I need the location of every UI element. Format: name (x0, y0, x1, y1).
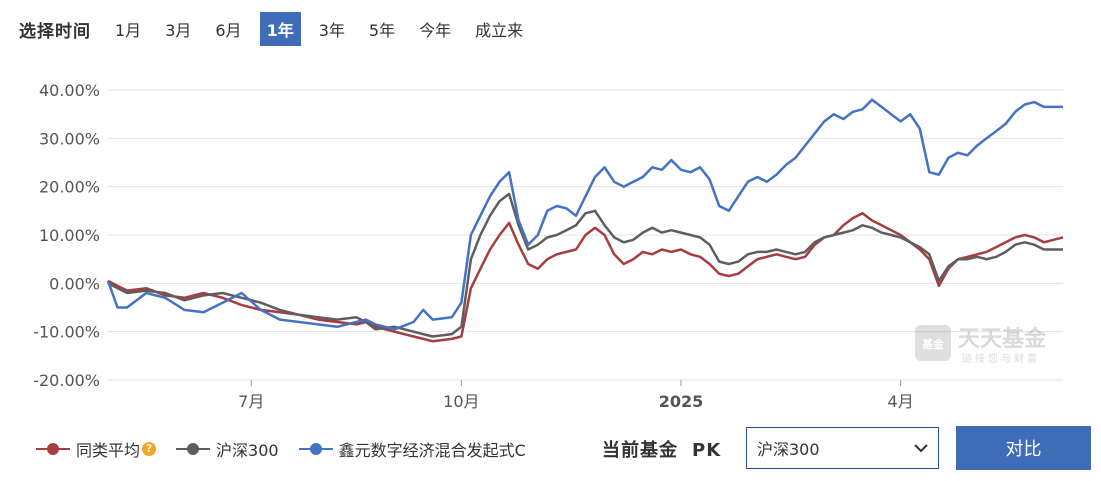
chart-series (106, 98, 1064, 343)
y-tick-label: -20.00% (33, 371, 100, 390)
time-option-6m[interactable]: 6月 (215, 21, 242, 40)
time-option-1y[interactable]: 1年 (259, 12, 301, 46)
help-icon[interactable]: ? (142, 442, 157, 456)
y-tick-label: 30.00% (39, 129, 100, 148)
legend-item-fund[interactable]: 鑫元数字经济混合发起式C (298, 437, 526, 461)
time-option-5y[interactable]: 5年 (368, 21, 396, 40)
time-option-3m[interactable]: 3月 (165, 21, 192, 40)
legend-item-category-average[interactable]: 同类平均 ? (36, 437, 157, 461)
x-tick-label: 2025 (659, 392, 704, 411)
time-selector: 选择时间 1月 3月 6月 1年 3年 5年 今年 成立来 (0, 12, 535, 46)
time-option-3y[interactable]: 3年 (318, 21, 345, 40)
chevron-down-icon (914, 444, 928, 453)
pk-selected-value: 沪深300 (757, 440, 820, 459)
x-axis: 7月 10月 2025 4月 (238, 380, 914, 411)
current-fund-label: 当前基金 (602, 440, 678, 461)
watermark: 基金 天天基金 链接您与财富 (915, 325, 1047, 365)
compare-button[interactable]: 对比 (956, 426, 1091, 470)
watermark-subtext: 链接您与财富 (962, 352, 1040, 365)
y-tick-label: 40.00% (39, 81, 100, 100)
watermark-logo (915, 325, 951, 361)
legend-label-fund: 鑫元数字经济混合发起式C (338, 441, 526, 460)
time-option-1m[interactable]: 1月 (115, 21, 142, 40)
series-line-2 (106, 98, 1063, 331)
x-tick-label: 10月 (443, 392, 479, 411)
pk-compare-select[interactable]: 沪深300 (746, 427, 939, 469)
series-line-0 (107, 212, 1064, 343)
series-line-1 (107, 192, 1063, 338)
watermark-logo-text: 基金 (921, 337, 945, 351)
time-selector-title: 选择时间 (19, 21, 91, 42)
legend-marker-csi300 (176, 443, 211, 455)
pk-label: 当前基金 PK (602, 436, 721, 462)
legend-label-category-average: 同类平均 (76, 441, 141, 460)
legend-marker-category-average (36, 443, 70, 455)
performance-chart: 40.00% 30.00% 20.00% 10.00% 0.00% -10.00% -20.… (33, 81, 1064, 411)
pk-text: PK (692, 440, 722, 461)
chart-legend: 同类平均 ? 沪深300 鑫元数字经济混合发起式C (36, 432, 546, 466)
legend-item-csi300[interactable]: 沪深300 (176, 437, 279, 461)
time-option-ytd[interactable]: 今年 (419, 21, 452, 40)
x-tick-label: 4月 (888, 392, 914, 411)
x-tick-label: 7月 (238, 392, 264, 411)
y-tick-label: 0.00% (49, 274, 100, 293)
y-axis: 40.00% 30.00% 20.00% 10.00% 0.00% -10.00% -20.… (33, 81, 100, 390)
y-tick-label: 10.00% (39, 226, 100, 245)
legend-marker-fund (298, 443, 333, 455)
y-tick-label: 20.00% (39, 178, 100, 197)
legend-label-csi300: 沪深300 (216, 441, 279, 460)
time-option-since-inception[interactable]: 成立来 (475, 21, 524, 40)
y-tick-label: -10.00% (33, 323, 100, 342)
watermark-text: 天天基金 (958, 326, 1047, 352)
